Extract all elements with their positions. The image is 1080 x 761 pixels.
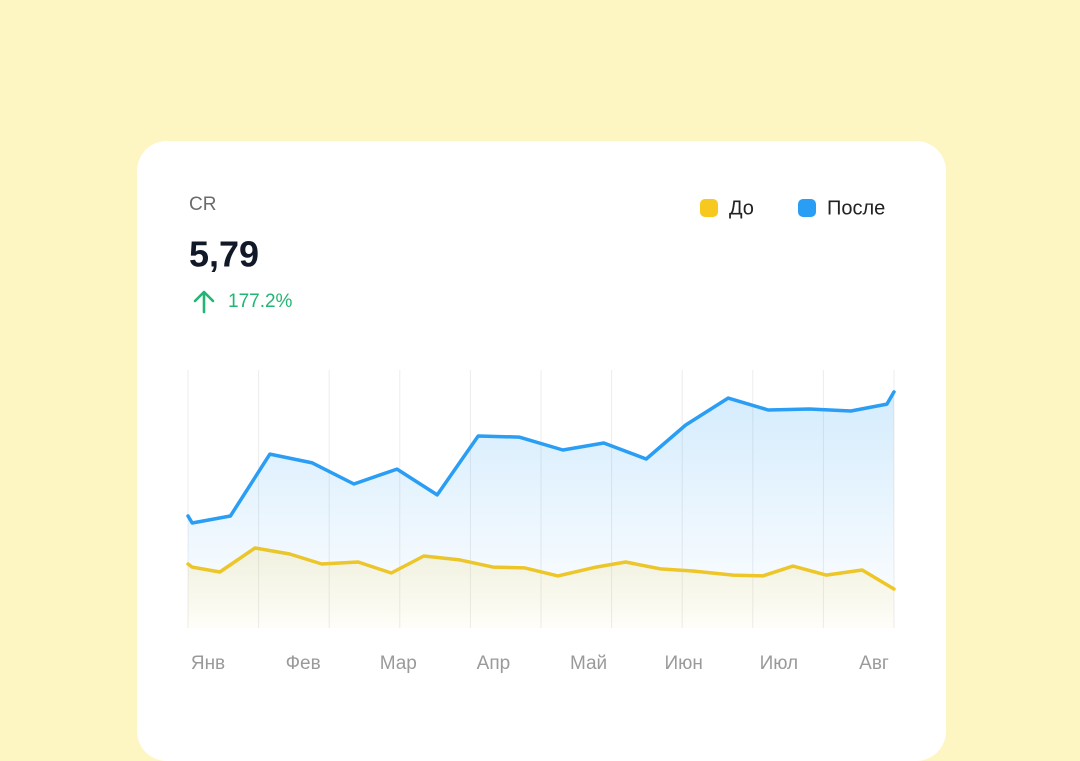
up-arrow bbox=[193, 290, 215, 314]
metric-delta: 177.2% bbox=[228, 291, 293, 312]
x-tick-label: Апр bbox=[477, 653, 511, 674]
line bbox=[186, 390, 896, 525]
x-tick-label: Мар bbox=[380, 653, 417, 674]
area bbox=[188, 391, 894, 628]
chart: CR 5,79 177.2% Янв Фев Мар Апр Май Июн Июл Авг Д… bbox=[186, 194, 896, 674]
x-tick-label: Июл bbox=[760, 653, 799, 674]
legend-label: До bbox=[729, 197, 754, 219]
metric-value: 5,79 bbox=[189, 234, 259, 275]
x-tick-label: Май bbox=[570, 653, 607, 674]
page: {"chart_data": { "type": "line", "title"… bbox=[137, 141, 946, 761]
legend-label: После bbox=[827, 197, 885, 219]
x-tick-label: Фев bbox=[286, 653, 321, 674]
metric-label: CR bbox=[189, 194, 216, 215]
x-tick-label: Янв bbox=[191, 653, 225, 674]
legend-swatch bbox=[700, 199, 718, 217]
legend-swatch bbox=[798, 199, 816, 217]
x-tick-label: Июн bbox=[665, 653, 703, 674]
x-tick-label: Авг bbox=[859, 653, 889, 674]
